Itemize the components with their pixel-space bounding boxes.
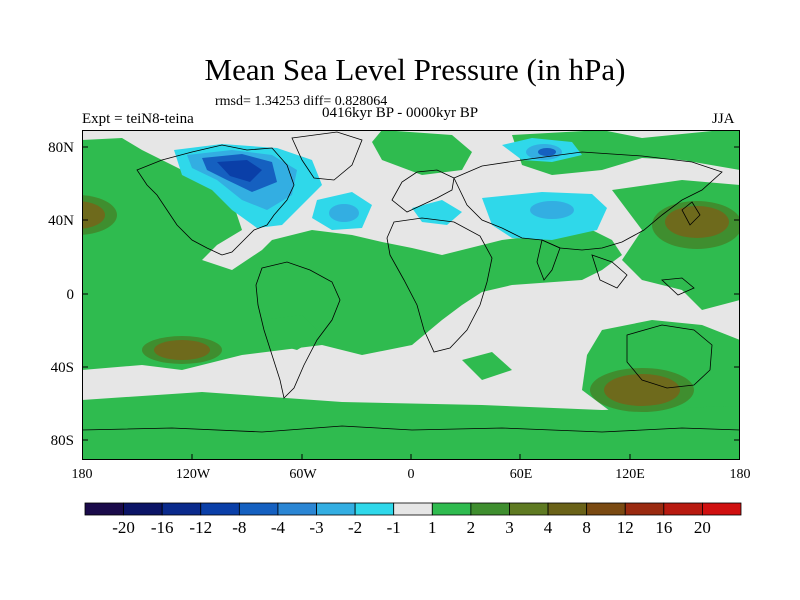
colorbar-swatch-2 xyxy=(161,502,202,516)
colorbar-label-3: -8 xyxy=(232,518,247,537)
coastlines xyxy=(82,131,740,433)
colorbar-swatch-15 xyxy=(663,502,703,516)
positive-core-regions xyxy=(82,195,740,412)
stats-label: rmsd= 1.34253 diff= 0.828064 xyxy=(215,94,388,109)
colorbar-label-14: 16 xyxy=(655,518,673,537)
y-tick-40n: 40N xyxy=(48,213,74,229)
colorbar-label-9: 2 xyxy=(466,518,476,537)
period-label: 0416kyr BP - 0000kyr BP xyxy=(322,105,479,121)
x-tick-60w: 60W xyxy=(289,467,317,482)
axis-ticks xyxy=(82,146,740,460)
colorbar-label-8: 1 xyxy=(428,518,437,537)
experiment-label: Expt = teiN8-teina xyxy=(82,111,194,127)
colorbar-label-4: -4 xyxy=(270,518,286,537)
colorbar-swatch-4 xyxy=(238,502,279,516)
colorbar-swatch-14 xyxy=(624,502,665,516)
colorbar-swatch-16 xyxy=(702,502,742,516)
colorbar-label-15: 20 xyxy=(693,518,711,537)
season-label: JJA xyxy=(712,111,735,127)
y-tick-80s: 80S xyxy=(50,433,74,449)
colorbar-label-6: -2 xyxy=(348,518,363,537)
colorbar-swatch-0 xyxy=(84,502,124,516)
y-tick-0: 0 xyxy=(66,287,75,303)
colorbar-swatch-3 xyxy=(200,502,240,516)
colorbar-swatch-10 xyxy=(470,502,510,516)
colorbar-swatch-9 xyxy=(431,502,472,516)
colorbar-label-2: -12 xyxy=(189,518,213,537)
colorbar-label-10: 3 xyxy=(505,518,514,537)
colorbar-swatch-13 xyxy=(586,502,626,516)
x-tick-120w: 120W xyxy=(175,467,211,482)
colorbar-label-5: -3 xyxy=(309,518,324,537)
colorbar-swatch-5 xyxy=(277,502,317,516)
colorbar-swatch-6 xyxy=(316,502,356,516)
colorbar-label-13: 12 xyxy=(616,518,634,537)
plot-title: Mean Sea Level Pressure (in hPa) xyxy=(204,52,626,87)
colorbar-swatch-11 xyxy=(509,502,549,516)
colorbar-swatch-12 xyxy=(547,502,588,516)
colorbar-label-12: 8 xyxy=(582,518,591,537)
colorbar-label-11: 4 xyxy=(543,518,553,537)
colorbar-swatch-7 xyxy=(354,502,395,516)
colorbar-swatch-8 xyxy=(393,502,433,516)
colorbar-label-7: -1 xyxy=(386,518,401,537)
colorbar xyxy=(84,502,742,516)
pressure-difference-map xyxy=(82,130,740,460)
colorbar-label-1: -16 xyxy=(150,518,174,537)
x-tick-180w: 180 xyxy=(71,467,93,482)
x-tick-180e: 180 xyxy=(729,467,751,482)
x-tick-120e: 120E xyxy=(615,467,645,482)
colorbar-swatch-1 xyxy=(123,502,163,516)
positive-anomaly-regions xyxy=(82,130,740,460)
x-tick-0: 0 xyxy=(407,467,415,482)
x-tick-60e: 60E xyxy=(509,467,533,482)
colorbar-label-0: -20 xyxy=(112,518,135,537)
y-tick-40s: 40S xyxy=(50,360,74,376)
y-tick-80n: 80N xyxy=(48,140,74,156)
